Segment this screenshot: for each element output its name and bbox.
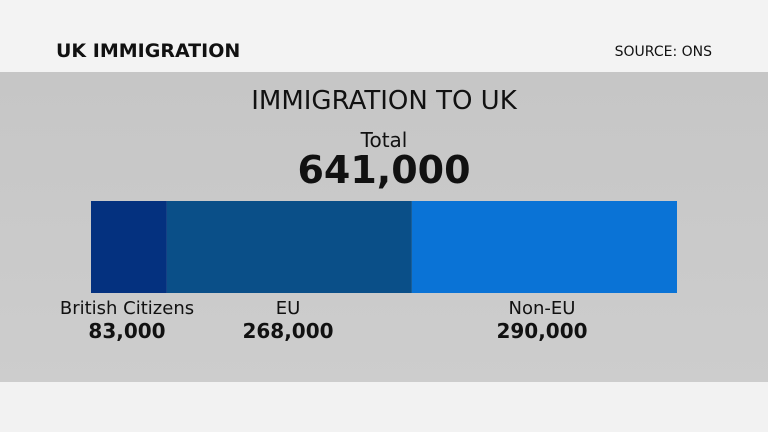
total-value: 641,000 [297, 148, 471, 192]
value-label: 83,000 [88, 319, 166, 343]
category-label: EU [275, 298, 301, 319]
value-label: 290,000 [496, 319, 588, 343]
source-label: SOURCE: ONS [614, 44, 712, 60]
value-label: 268,000 [242, 319, 334, 343]
total-label: Total [360, 128, 408, 152]
bar-segment-non-eu [411, 201, 677, 293]
bar-segment-eu [166, 201, 412, 293]
bar-segment-british-citizens [91, 201, 167, 293]
footer-bar [0, 382, 768, 432]
chart-title: IMMIGRATION TO UK [251, 86, 517, 116]
header-bar: UK IMMIGRATION SOURCE: ONS [0, 0, 768, 72]
category-label: British Citizens [59, 298, 195, 319]
category-label: Non-EU [508, 298, 576, 319]
page-title: UK IMMIGRATION [56, 40, 241, 62]
